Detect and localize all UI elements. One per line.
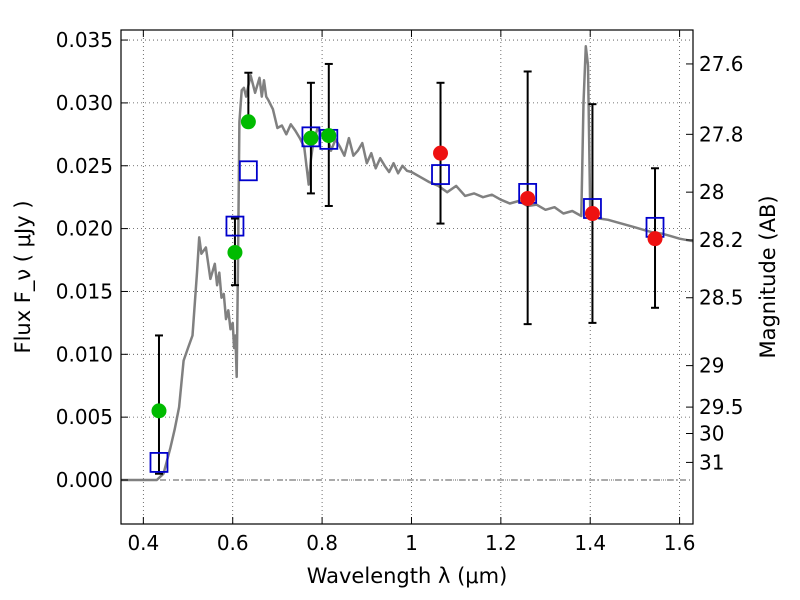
y2-tick-label: 30: [699, 421, 724, 445]
x-tick-label: 0.4: [127, 531, 159, 555]
x-tick-label: 1.4: [574, 531, 606, 555]
y2-axis-label-text: Magnitude (AB): [756, 195, 780, 358]
y2-tick-label: 27.6: [699, 52, 744, 76]
observed-nir-point: [520, 190, 536, 206]
y2-tick-label: 27.8: [699, 122, 744, 146]
y-tick-label: 0.000: [56, 468, 113, 492]
y2-tick-label: 29: [699, 354, 724, 378]
observed-optical-point: [151, 403, 167, 419]
y-tick-label: 0.010: [56, 342, 113, 366]
data-points: [149, 114, 665, 473]
y2-tick-label: 28.5: [699, 286, 744, 310]
model-photometry-square: [225, 215, 245, 237]
observed-nir-point: [433, 145, 449, 161]
y-axis-label-text: Flux F_ν ( μJy ): [11, 200, 36, 353]
y-tick-label: 0.025: [56, 154, 113, 178]
observed-optical-point: [303, 130, 319, 146]
spectrum-line: [121, 45, 694, 482]
y-tick-label: 0.015: [56, 279, 113, 303]
model-photometry-square: [431, 164, 450, 185]
y-tick-label: 0.030: [56, 91, 113, 115]
model-photometry-square: [149, 452, 169, 473]
observed-optical-point: [240, 114, 256, 130]
y2-tick-label: 28: [699, 180, 724, 204]
x-tick-label: 0.8: [306, 531, 338, 555]
observed-optical-point: [227, 244, 243, 260]
plot-frame: [120, 29, 694, 525]
x-axis-label: Wavelength λ (μm): [307, 564, 508, 588]
y-tick-label: 0.020: [56, 217, 113, 241]
axis-ticks: [121, 30, 693, 524]
y2-tick-label: 29.5: [699, 395, 744, 419]
y-tick-label: 0.035: [56, 28, 113, 52]
y-axis-label: Flux F_ν ( μJy ): [11, 200, 36, 353]
model-photometry-square: [238, 160, 258, 182]
observed-nir-point: [584, 206, 600, 222]
model-spectrum: [121, 45, 694, 482]
x-tick-label: 1: [405, 531, 418, 555]
y2-tick-label: 28.2: [699, 228, 744, 252]
y2-tick-label: 31: [699, 450, 724, 474]
grid: [121, 30, 693, 524]
x-axis-label-text: Wavelength λ (μm): [307, 564, 508, 588]
tick-labels: 0.4 0.6 0.8 1 1.2 1.4 1.6 0.000 0.005 0.010 0.015 0…: [56, 28, 744, 555]
observed-nir-point: [647, 231, 663, 247]
y2-axis-label: Magnitude (AB): [756, 195, 780, 358]
x-tick-label: 1.2: [485, 531, 517, 555]
observed-optical-point: [321, 128, 337, 144]
x-tick-label: 0.6: [217, 531, 249, 555]
y-tick-label: 0.005: [56, 405, 113, 429]
x-tick-label: 1.6: [664, 531, 696, 555]
